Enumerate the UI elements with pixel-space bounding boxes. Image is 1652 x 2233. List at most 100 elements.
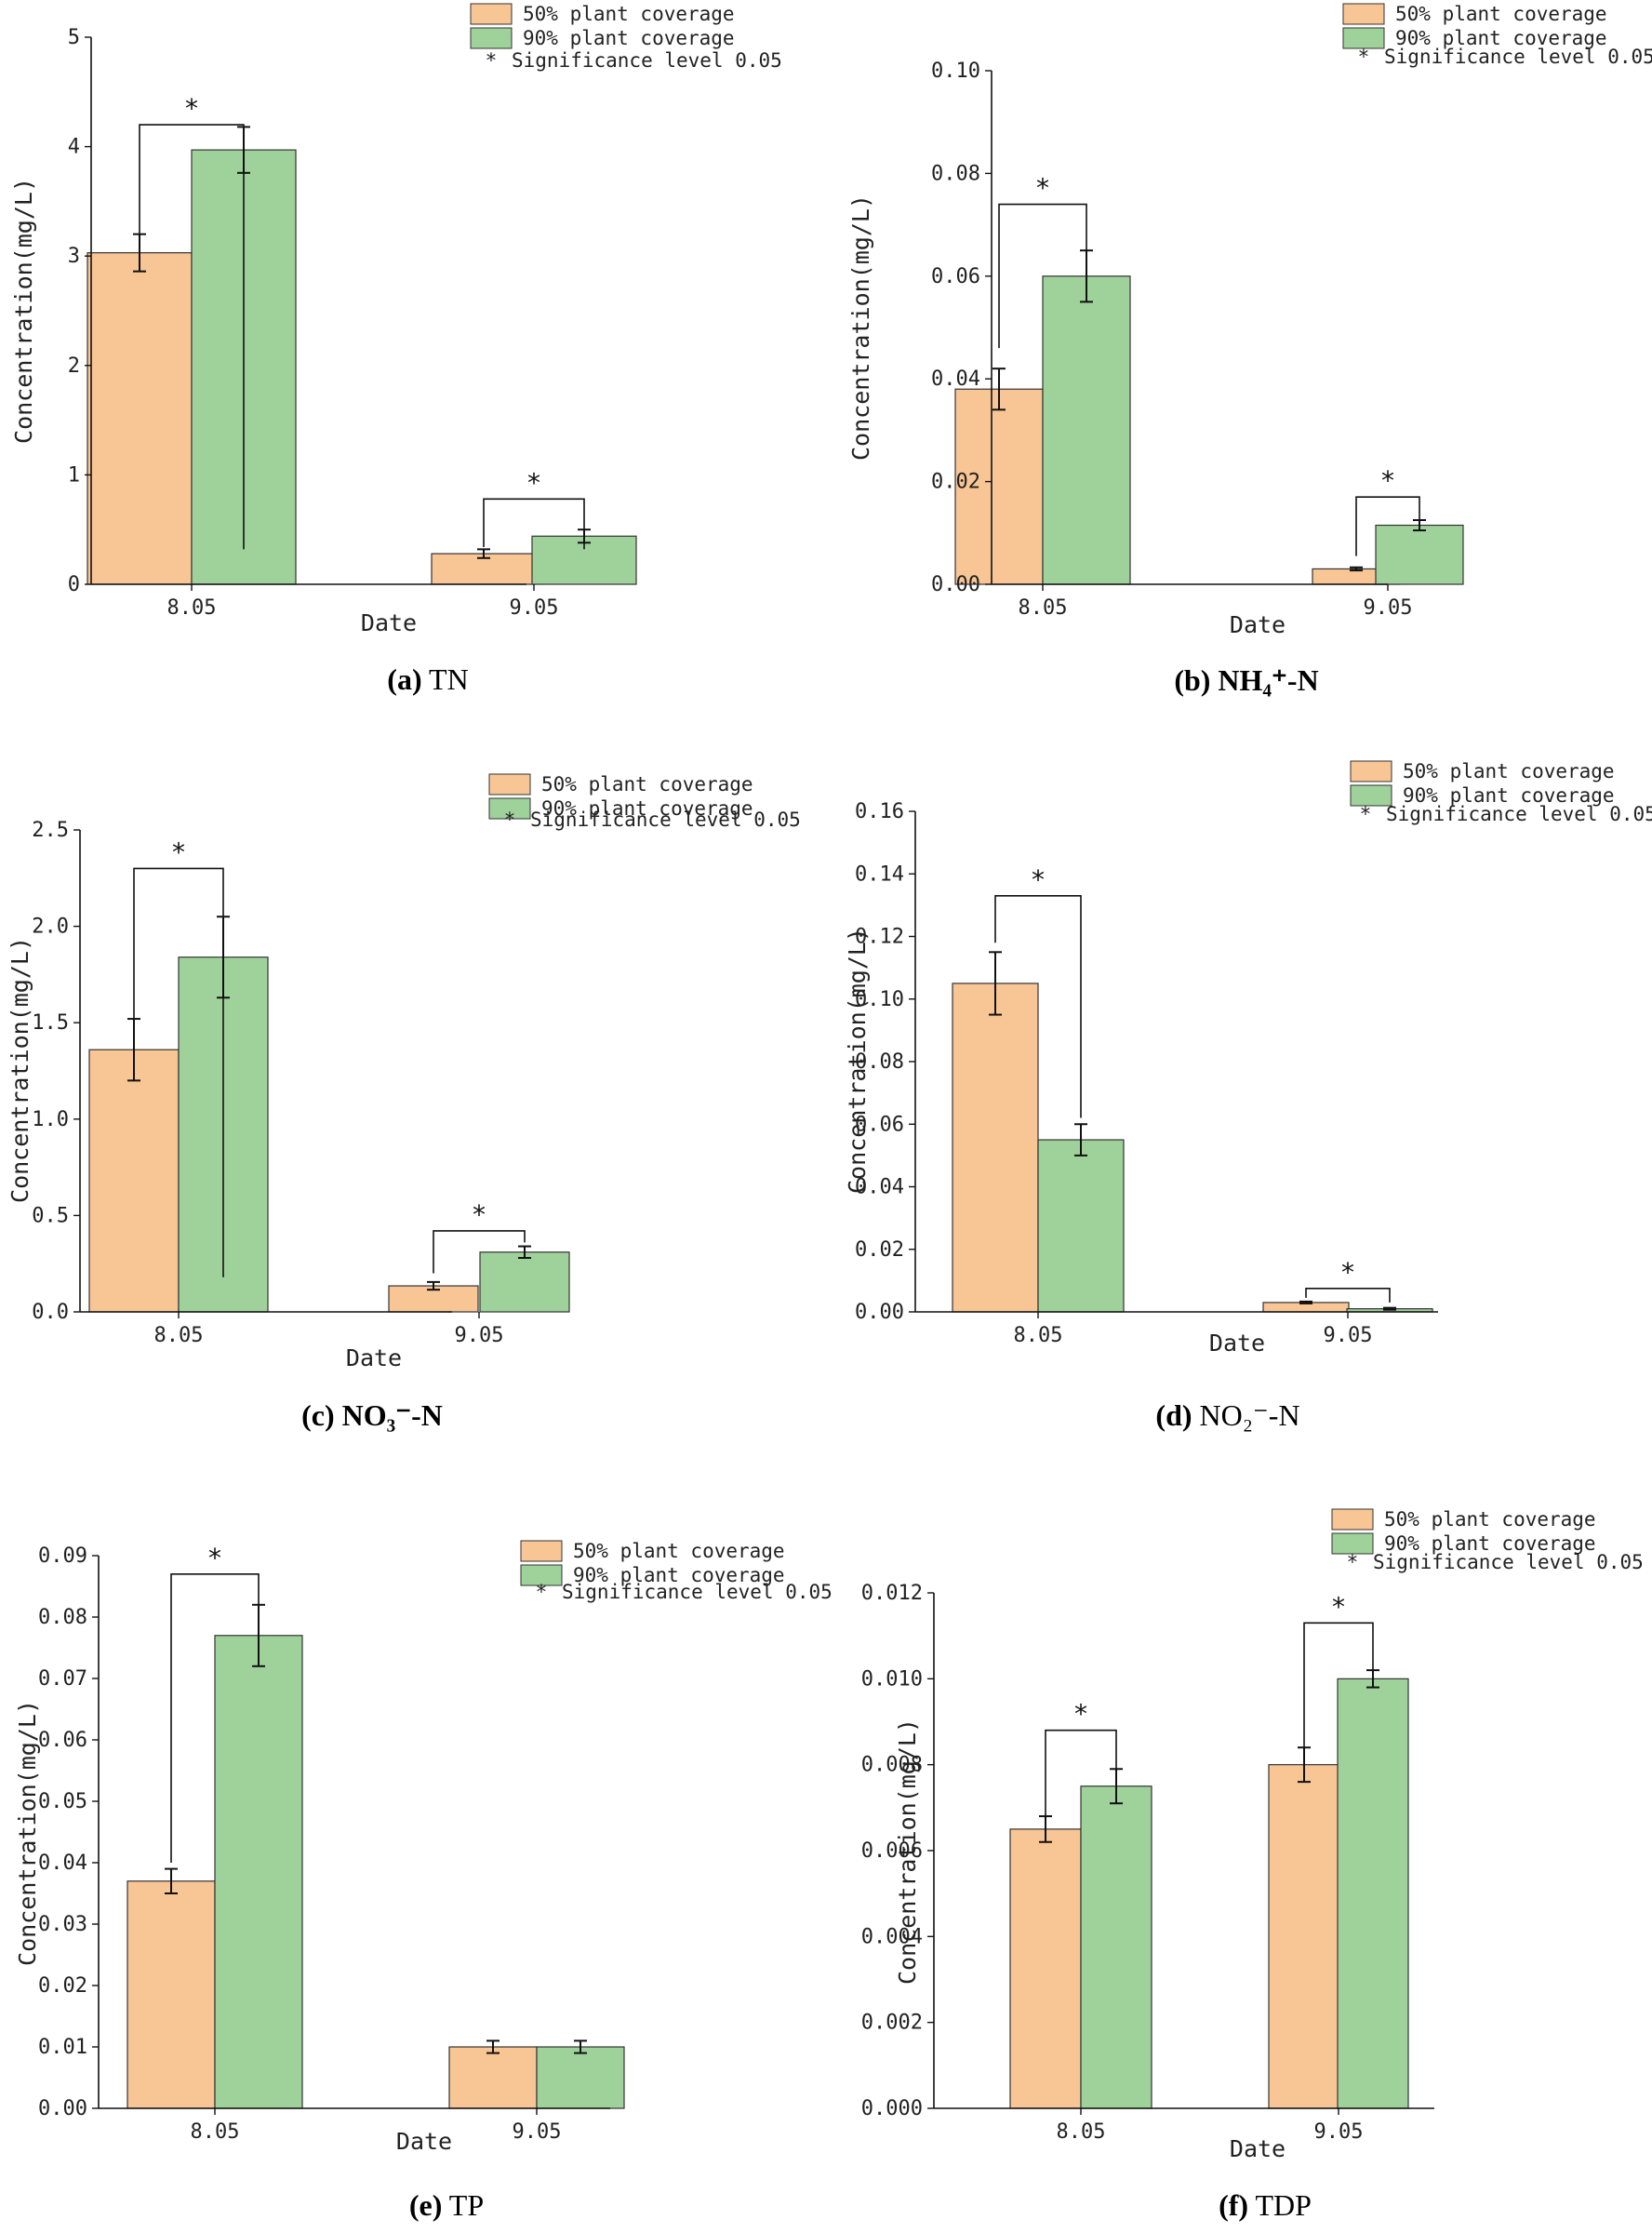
legend-label-90-a: 90% plant coverage [523,27,735,49]
significance-bracket-c-0 [133,867,224,1277]
legend-swatch-90-b [1342,27,1385,49]
caption-d: (d) NO₂⁻-N [1107,1397,1349,1433]
xtick-label-e-0: 8.05 [191,2120,240,2144]
xtick-label-b-0: 8.05 [1019,596,1068,620]
significance-star-f-1: * [1332,1591,1345,1622]
ytick-label-f-4: 0.008 [861,1754,923,1777]
legend-marker-b: * [1358,46,1370,68]
significance-bracket-d-0 [994,894,1082,1118]
xtick-label-b-1: 9.05 [1364,596,1413,620]
ytick-label-b-3: 0.06 [931,265,980,288]
ylabel-c: Concentration(mg/L) [7,937,33,1203]
bar-b-s90-0 [1042,275,1131,585]
significance-star-a-1: * [527,467,540,498]
xtick-label-d-0: 8.05 [1014,1324,1063,1347]
ytick-label-a-4: 4 [68,136,80,159]
ytick-label-e-7: 0.07 [38,1667,87,1691]
legend-label-sig-e: Significance level 0.05 [562,1581,833,1603]
xlabel-c: Date [346,1344,402,1371]
caption-f: (f) TDP [1172,2188,1358,2223]
ytick-label-e-0: 0.00 [38,2097,87,2120]
significance-bracket-d-1 [1305,1287,1391,1303]
legend-label-90-b: 90% plant coverage [1395,27,1607,49]
legend-label-50-c: 50% plant coverage [541,773,753,796]
ytick-label-e-5: 0.05 [38,1790,87,1813]
ytick-label-d-3: 0.06 [855,1113,904,1136]
caption-c-letter: (c) [301,1398,335,1432]
caption-e-text: TP [448,2188,485,2222]
ytick-label-d-8: 0.16 [855,800,904,823]
ytick-label-e-9: 0.09 [38,1544,87,1568]
xlabel-e: Date [396,2128,452,2155]
legend-swatch-90-d [1350,784,1392,807]
ytick-label-a-2: 2 [68,354,80,378]
significance-bracket-c-1 [433,1230,526,1274]
xtick-label-f-0: 8.05 [1057,2120,1106,2144]
legend-marker-c: * [504,809,516,831]
ytick-label-f-5: 0.010 [861,1667,923,1691]
bar-f-s50-1 [1268,1764,1340,2109]
ytick-label-e-4: 0.04 [38,1852,87,1875]
ylabel-b: Concentration(mg/L) [847,194,874,461]
ytick-label-b-4: 0.08 [931,162,980,185]
significance-star-d-1: * [1341,1257,1354,1288]
ytick-label-c-4: 2.0 [32,916,69,939]
ytick-label-d-7: 0.14 [855,862,904,886]
xtick-label-e-1: 9.05 [513,2120,562,2144]
significance-bracket-b-0 [998,203,1087,349]
legend-label-sig-c: Significance level 0.05 [530,809,801,831]
xtick-label-c-0: 8.05 [154,1324,204,1347]
legend-label-sig-f: Significance level 0.05 [1373,1551,1644,1573]
significance-star-b-1: * [1381,465,1394,496]
significance-star-c-1: * [473,1199,486,1230]
legend-label-90-f: 90% plant coverage [1384,1532,1596,1555]
ytick-label-b-5: 0.10 [931,60,980,83]
caption-a-letter: (a) [387,662,422,696]
bar-f-s50-0 [1009,1828,1082,2109]
caption-b: (b) NH₄⁺-N [1126,662,1367,698]
legend-label-50-a: 50% plant coverage [523,3,735,25]
ylabel-f: Concentration(mg/L) [894,1718,921,1985]
legend-swatch-90-f [1331,1532,1374,1555]
xtick-label-d-1: 9.05 [1324,1324,1373,1347]
ylabel-e: Concentration(mg/L) [14,1700,41,1966]
legend-swatch-50-f [1331,1508,1374,1531]
legend-label-90-c: 90% plant coverage [541,797,753,820]
ytick-label-f-0: 0.000 [861,2097,923,2120]
bar-d-s50-0 [952,983,1039,1313]
legend-marker-f: * [1347,1551,1359,1573]
xtick-label-c-1: 9.05 [455,1324,504,1347]
caption-a-text: TN [429,662,469,696]
caption-c-text: NO₃⁻-N [341,1398,443,1432]
significance-bracket-f-0 [1045,1729,1117,1817]
ytick-label-b-0: 0.00 [931,573,980,596]
caption-d-text: NO₂⁻-N [1199,1398,1300,1432]
xlabel-b: Date [1230,611,1286,638]
xlabel-d: Date [1209,1330,1265,1357]
legend-swatch-90-e [520,1564,563,1586]
bar-f-s90-0 [1080,1785,1152,2109]
ytick-label-d-4: 0.08 [855,1050,904,1074]
legend-label-50-d: 50% plant coverage [1403,760,1615,782]
legend-marker-d: * [1360,803,1372,825]
legend-label-sig-a: Significance level 0.05 [512,49,782,72]
bar-c-s90-1 [479,1251,570,1313]
caption-c: (c) NO₃⁻-N [251,1397,493,1433]
xtick-label-a-1: 9.05 [510,596,559,620]
legend-swatch-50-b [1342,3,1385,25]
ytick-label-e-1: 0.01 [38,2036,87,2059]
ytick-label-e-2: 0.02 [38,1974,87,1998]
ytick-label-d-6: 0.12 [855,926,904,949]
bar-e-s90-0 [214,1635,303,2109]
ytick-label-c-0: 0.0 [32,1301,69,1324]
significance-bracket-a-1 [483,498,585,550]
ytick-label-b-2: 0.04 [931,368,980,391]
significance-star-b-0: * [1036,173,1049,204]
caption-d-letter: (d) [1155,1398,1192,1432]
ylabel-d: Concentration(mg/L) [844,928,871,1194]
ytick-label-f-1: 0.002 [861,2012,923,2035]
